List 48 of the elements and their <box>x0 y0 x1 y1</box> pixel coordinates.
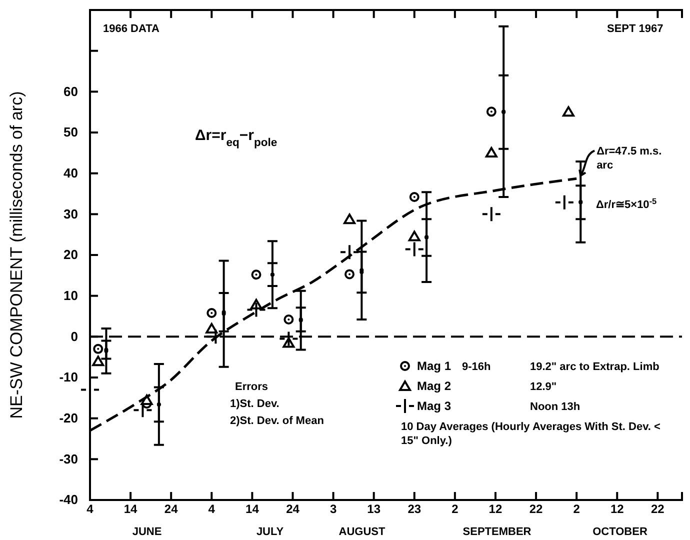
annotation: 10 Day Averages (Hourly Averages With St. Dev. < 15" Only.) <box>401 421 660 447</box>
annotation: Δr=47.5 m.s. arc <box>596 146 662 172</box>
y-tick-label: 60 <box>64 84 78 99</box>
y-tick-label: 20 <box>64 247 78 262</box>
y-tick-label: 0 <box>70 328 78 344</box>
text: JUNE <box>132 526 162 538</box>
annotation: Δr/r≅5×10$^{-5}$ <box>596 196 658 211</box>
x-tick-label: 24 <box>286 502 300 516</box>
x-tick-label: 22 <box>529 502 544 516</box>
y-tick-label: 30 <box>64 206 78 222</box>
text: SEPTEMBER <box>462 526 532 538</box>
annotation: Δr=r$_{eq}$−r$_{pole}$ <box>195 127 278 149</box>
y-tick-label: -10 <box>59 370 78 385</box>
x-tick-label: 2 <box>452 502 459 516</box>
text: OCTOBER <box>592 526 648 538</box>
text: JULY <box>256 526 284 538</box>
x-tick-label: 24 <box>164 502 178 516</box>
annotation: 1966 DATA <box>103 23 160 35</box>
legend-label: Mag 2 <box>417 379 452 393</box>
x-tick-label: 14 <box>246 502 260 516</box>
annotation: 9-16h <box>462 361 492 373</box>
annotation: Errors <box>235 381 268 393</box>
y-tick-label: 40 <box>64 165 78 180</box>
text: AUGUST <box>338 526 386 538</box>
annotation: SEPT 1967 <box>607 23 664 35</box>
annotation: 12.9" <box>530 381 557 393</box>
annotation: 2)St. Dev. of Mean <box>230 415 324 427</box>
y-tick-label: 50 <box>64 124 78 140</box>
x-tick-label: 4 <box>208 502 216 516</box>
y-tick-label: -40 <box>59 492 78 508</box>
annotation: Noon 13h <box>530 401 580 413</box>
legend-label: Mag 1 <box>417 359 452 373</box>
y-tick-label: 10 <box>64 288 78 303</box>
x-tick-label: 3 <box>330 502 337 516</box>
y-tick-label: -30 <box>59 451 78 466</box>
y-axis-title: NE-SW COMPONENT (milliseconds of arc) <box>7 91 26 419</box>
y-tick-label: -20 <box>59 410 78 426</box>
x-tick-label: 12 <box>610 502 624 516</box>
x-tick-label: 4 <box>86 502 94 516</box>
x-tick-label: 22 <box>650 502 665 516</box>
x-tick-label: 13 <box>367 502 381 516</box>
legend-label: Mag 3 <box>417 399 452 413</box>
x-tick-label: 14 <box>124 502 138 516</box>
annotation: 1)St. Dev. <box>230 398 280 410</box>
x-tick-label: 2 <box>573 502 580 516</box>
x-tick-label: 12 <box>488 502 502 516</box>
annotation: 19.2" arc to Extrap. Limb <box>530 361 660 373</box>
x-tick-label: 23 <box>408 502 422 516</box>
